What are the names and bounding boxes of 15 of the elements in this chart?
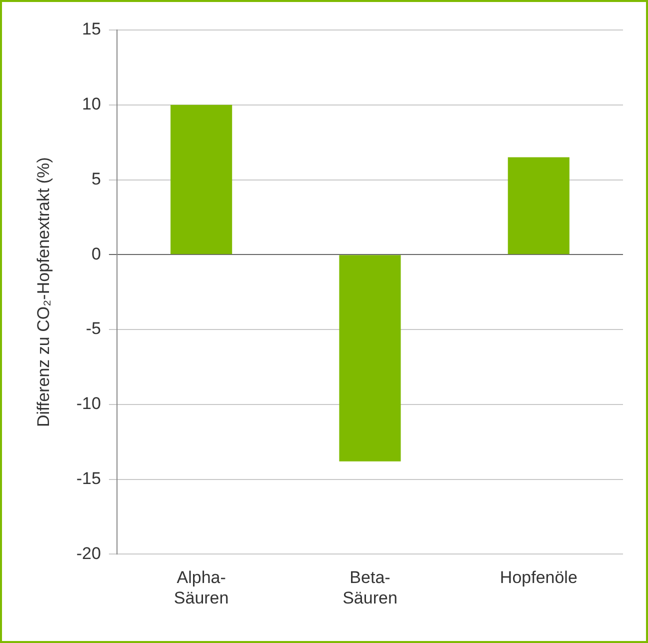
y-tick-label: 5: [92, 169, 101, 188]
y-tick-label: -20: [76, 544, 101, 563]
bar: [508, 157, 570, 254]
y-tick-label: -15: [76, 469, 101, 488]
y-tick-label: -10: [76, 394, 101, 414]
y-axis-title: Differenz zu CO₂-Hopfenextrakt (%): [34, 157, 53, 428]
y-tick-label: 10: [82, 94, 101, 114]
x-tick-label: Hopfenöle: [500, 568, 578, 588]
x-tick-label: Alpha-Säuren: [174, 568, 229, 608]
x-tick-label: Beta-Säuren: [342, 568, 398, 608]
bar: [170, 104, 232, 254]
y-tick-label: 15: [82, 20, 101, 39]
bar: [339, 255, 401, 462]
y-tick-label: 0: [92, 244, 101, 264]
y-tick-label: -5: [86, 319, 101, 338]
